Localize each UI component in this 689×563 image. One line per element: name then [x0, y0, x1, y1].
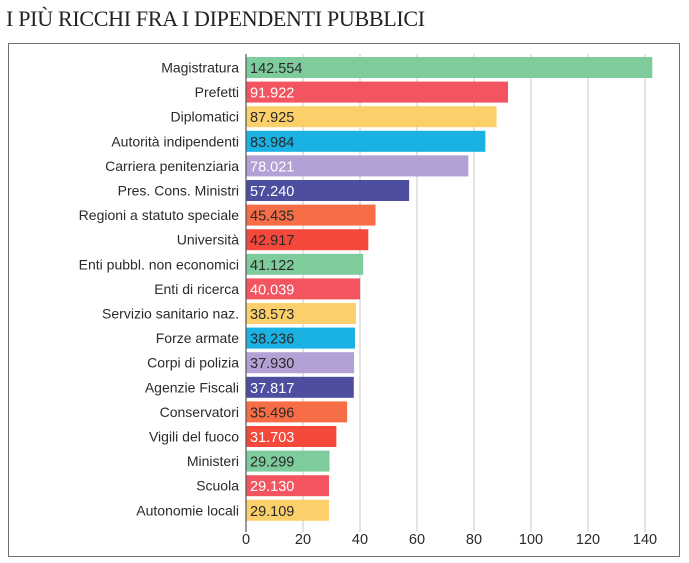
value-label: 29.130 [250, 479, 294, 495]
bar [246, 204, 376, 226]
value-label: 38.573 [250, 307, 294, 323]
x-tick-label: 40 [352, 532, 368, 548]
category-label: Forze armate [156, 330, 239, 346]
category-label: Scuola [196, 478, 239, 494]
category-label: Vigili del fuoco [149, 429, 239, 445]
value-label: 35.496 [250, 405, 294, 421]
value-label: 45.435 [250, 209, 294, 225]
x-tick-label: 100 [519, 532, 543, 548]
x-tick-label: 140 [633, 532, 657, 548]
category-label: Autonomie locali [136, 502, 239, 518]
x-tick-label: 0 [242, 532, 250, 548]
value-label: 29.109 [250, 504, 294, 520]
bar [246, 106, 497, 128]
category-label: Università [177, 232, 239, 248]
bar [246, 401, 348, 423]
value-label: 78.021 [250, 159, 294, 175]
category-label: Autorità indipendenti [111, 133, 239, 149]
category-label: Ministeri [187, 453, 239, 469]
bar [246, 499, 329, 521]
value-label: 57.240 [250, 184, 294, 200]
value-label: 83.984 [250, 135, 294, 151]
value-label: 37.817 [250, 381, 294, 397]
category-label: Prefetti [195, 84, 239, 100]
bar [246, 229, 369, 251]
category-label: Pres. Cons. Ministri [118, 183, 239, 199]
bar [246, 450, 330, 472]
value-label: 91.922 [250, 86, 294, 102]
value-label: 87.925 [250, 110, 294, 126]
value-label: 142.554 [250, 61, 302, 77]
bar [246, 475, 330, 497]
category-label: Corpi di polizia [147, 355, 239, 371]
page-title: I PIÙ RICCHI FRA I DIPENDENTI PUBBLICI [6, 6, 425, 31]
category-label: Regioni a statuto speciale [79, 207, 240, 223]
category-label: Servizio sanitario naz. [102, 306, 239, 322]
bar [246, 278, 361, 300]
x-tick-label: 80 [466, 532, 482, 548]
value-label: 38.236 [250, 332, 294, 348]
bar [246, 376, 354, 398]
bar [246, 253, 364, 275]
category-label: Carriera penitenziaria [105, 158, 239, 174]
x-tick-label: 60 [409, 532, 425, 548]
category-label: Conservatori [160, 404, 239, 420]
category-label: Enti di ricerca [154, 281, 239, 297]
value-label: 41.122 [250, 258, 294, 274]
category-label: Agenzie Fiscali [145, 379, 239, 395]
category-label: Diplomatici [171, 109, 239, 125]
category-label: Magistratura [161, 60, 239, 76]
bar [246, 426, 337, 447]
bar [246, 130, 486, 152]
bar [246, 352, 355, 374]
bar-chart: Magistratura Prefetti Diplomatici Autorità … [79, 54, 657, 548]
value-label: 29.299 [250, 455, 294, 471]
bar [246, 57, 653, 78]
value-label: 42.917 [250, 233, 294, 249]
x-tick-label: 20 [295, 532, 311, 548]
value-label: 37.930 [250, 356, 294, 372]
bar [246, 180, 410, 201]
bar [246, 327, 355, 349]
category-label: Enti pubbl. non economici [79, 256, 239, 272]
chart-frame: Magistratura Prefetti Diplomatici Autorità … [8, 43, 680, 557]
x-tick-label: 120 [576, 532, 600, 548]
value-label: 31.703 [250, 430, 294, 446]
bar [246, 81, 508, 103]
value-label: 40.039 [250, 282, 294, 298]
bar [246, 303, 356, 324]
bar [246, 155, 469, 177]
